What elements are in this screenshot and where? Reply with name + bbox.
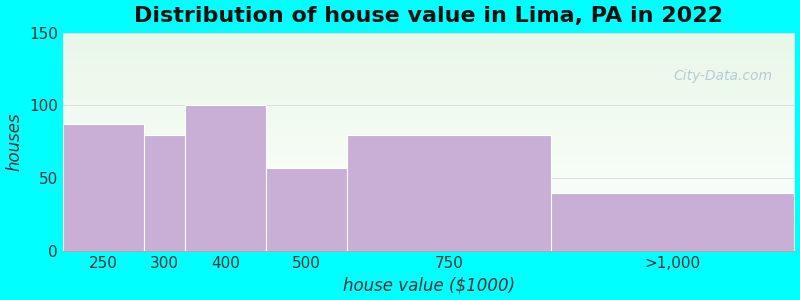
X-axis label: house value ($1000): house value ($1000)	[342, 276, 514, 294]
Y-axis label: houses: houses	[6, 112, 23, 171]
Bar	[144, 135, 185, 251]
Text: City-Data.com: City-Data.com	[674, 69, 773, 83]
Bar	[347, 135, 550, 251]
Bar	[185, 106, 266, 251]
Bar	[63, 124, 144, 251]
Title: Distribution of house value in Lima, PA in 2022: Distribution of house value in Lima, PA …	[134, 6, 723, 26]
Bar	[266, 168, 347, 251]
Bar	[550, 193, 794, 251]
